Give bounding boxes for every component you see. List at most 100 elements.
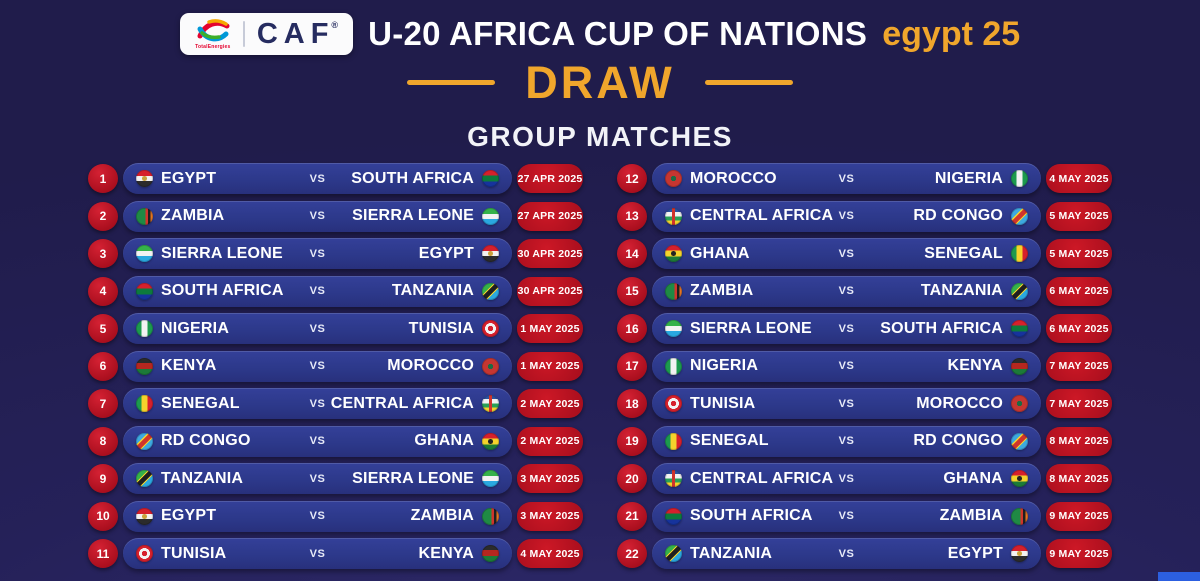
senegal-flag-icon [665,432,682,450]
match-pill: TANZANIA VS EGYPT [652,538,1041,569]
away-team: SENEGAL [868,244,1028,263]
match-row: 5 NIGERIA VS TUNISIA 1 MAY 2025 [88,313,583,344]
away-team: CENTRAL AFRICA [331,395,499,413]
rd-congo-flag-icon [1011,207,1028,225]
tanzania-flag-icon [1011,282,1028,300]
egypt-flag-icon [136,507,153,525]
sierra-leone-flag-icon [482,207,499,225]
match-number-badge: 13 [617,201,647,231]
zambia-flag-icon [665,282,682,300]
home-team: SENEGAL [665,432,826,450]
tournament-title: U-20 AFRICA CUP OF NATIONS [368,15,868,52]
vs-label: VS [309,510,326,522]
totalenergies-logo: TotalEnergies [195,18,231,50]
home-team-name: CENTRAL AFRICA [690,469,834,487]
home-team: SIERRA LEONE [665,320,826,338]
vs-label: VS [838,397,855,410]
away-team-name: SENEGAL [924,244,1003,262]
home-team-name: RD CONGO [161,432,251,449]
nigeria-flag-icon [1011,170,1028,187]
away-team: GHANA [339,432,499,450]
match-date-badge: 3 MAY 2025 [517,464,583,493]
match-number-badge: 17 [617,351,647,381]
home-team-name: SIERRA LEONE [161,244,283,262]
match-column-left: 1 EGYPT VS SOUTH AFRICA 27 APR 2025 2 ZA… [88,163,583,569]
sierra-leone-flag-icon [482,470,499,487]
match-date-badge: 8 MAY 2025 [1046,426,1112,456]
away-team: TANZANIA [339,282,499,300]
home-team-name: KENYA [161,357,217,374]
match-pill: SOUTH AFRICA VS ZAMBIA [652,500,1041,532]
away-team-name: SIERRA LEONE [352,207,474,224]
match-row: 3 SIERRA LEONE VS EGYPT 30 APR 2025 [88,238,583,269]
home-team-name: TUNISIA [690,394,756,412]
match-date-badge: 5 MAY 2025 [1046,201,1112,231]
caf-wordmark: CAF [256,17,335,50]
home-team: GHANA [665,245,826,263]
away-team: ZAMBIA [868,507,1028,525]
home-team: TANZANIA [665,545,826,563]
home-team: SENEGAL [136,395,297,413]
home-team-name: EGYPT [161,169,217,187]
egypt-flag-icon [482,245,499,262]
nigeria-flag-icon [665,357,682,375]
away-team: TUNISIA [339,320,499,338]
match-date-badge: 6 MAY 2025 [1046,276,1112,306]
home-team-name: NIGERIA [161,319,230,337]
away-team: SOUTH AFRICA [868,320,1028,338]
match-row: 18 TUNISIA VS MOROCCO 7 MAY 2025 [617,388,1112,419]
kenya-flag-icon [1011,357,1028,375]
morocco-flag-icon [1011,395,1028,412]
match-row: 11 TUNISIA VS KENYA 4 MAY 2025 [88,538,583,569]
video-progress-bar[interactable] [1158,572,1200,581]
away-team-name: ZAMBIA [410,507,474,524]
away-team: TANZANIA [868,282,1028,300]
match-pill: EGYPT VS SOUTH AFRICA [123,163,512,194]
match-date-badge: 6 MAY 2025 [1046,314,1112,343]
away-team-name: RD CONGO [913,432,1003,449]
home-team-name: SENEGAL [161,394,240,412]
away-team: RD CONGO [868,432,1028,450]
totalenergies-caf-badge: TotalEnergies CAF ® [179,13,354,55]
ghana-flag-icon [665,245,682,262]
section-title: GROUP MATCHES [467,121,733,152]
match-row: 12 MOROCCO VS NIGERIA 4 MAY 2025 [617,163,1112,194]
match-column-right: 12 MOROCCO VS NIGERIA 4 MAY 2025 13 CENT… [617,163,1112,569]
match-date-badge: 30 APR 2025 [517,239,583,268]
away-team-name: EGYPT [947,544,1003,562]
senegal-flag-icon [136,395,153,412]
vs-label: VS [838,547,855,560]
home-team-name: TANZANIA [690,544,773,562]
south-africa-flag-icon [665,507,682,525]
match-date-badge: 4 MAY 2025 [517,539,583,568]
home-team: KENYA [136,357,297,375]
match-number-badge: 15 [617,276,647,306]
vs-label: VS [309,547,326,560]
away-team: KENYA [868,357,1028,375]
match-pill: NIGERIA VS TUNISIA [123,313,512,344]
match-pill: CENTRAL AFRICA VS RD CONGO [652,200,1041,232]
south-africa-flag-icon [1011,320,1028,337]
away-team: KENYA [339,545,499,563]
match-date-badge: 7 MAY 2025 [1046,389,1112,418]
ghana-flag-icon [482,432,499,450]
egypt-flag-icon [1011,545,1028,562]
away-team-name: GHANA [943,469,1003,487]
match-pill: TANZANIA VS SIERRA LEONE [123,463,512,494]
match-row: 8 RD CONGO VS GHANA 2 MAY 2025 [88,425,583,457]
match-number-badge: 18 [617,389,647,418]
match-row: 16 SIERRA LEONE VS SOUTH AFRICA 6 MAY 20… [617,313,1112,344]
match-date-badge: 2 MAY 2025 [517,426,583,456]
draw-title: DRAW [525,57,675,108]
away-team-name: KENYA [947,357,1003,374]
match-number-badge: 3 [88,239,118,268]
match-pill: MOROCCO VS NIGERIA [652,163,1041,194]
match-grid: 1 EGYPT VS SOUTH AFRICA 27 APR 2025 2 ZA… [88,163,1112,569]
match-date-badge: 1 MAY 2025 [517,314,583,343]
away-team: MOROCCO [339,357,499,375]
draw-line-right [704,80,793,85]
match-row: 13 CENTRAL AFRICA VS RD CONGO 5 MAY 2025 [617,200,1112,232]
zambia-flag-icon [136,207,153,225]
home-team: NIGERIA [665,357,826,375]
home-team-name: TANZANIA [161,469,244,487]
